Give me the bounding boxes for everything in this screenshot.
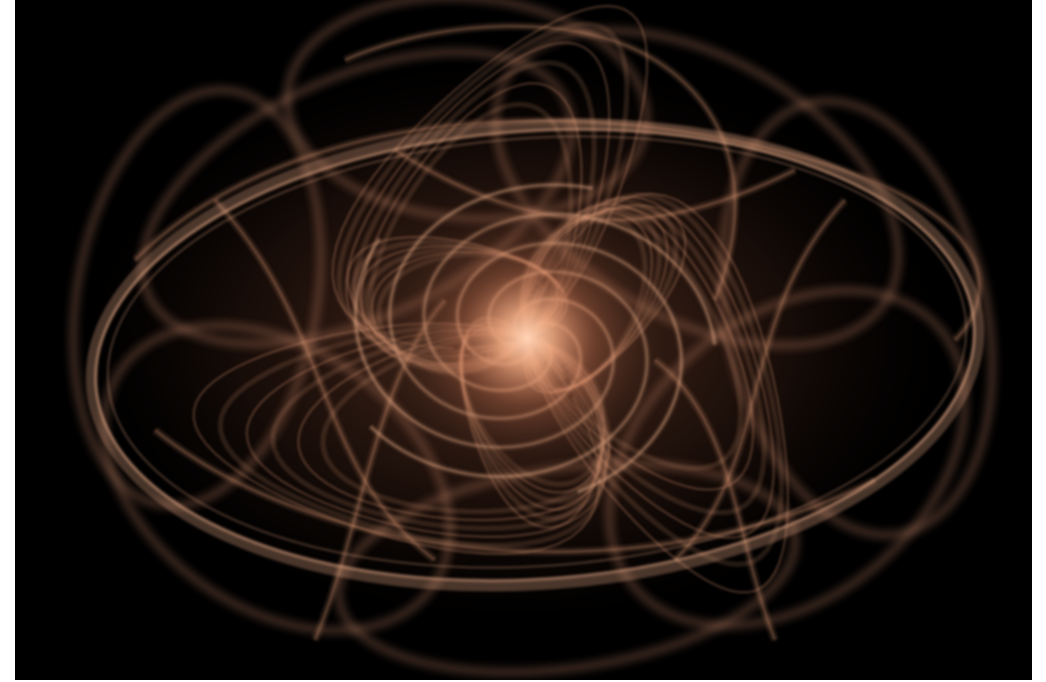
artwork-frame xyxy=(15,0,1032,680)
fractal-flame-artwork xyxy=(15,0,1032,680)
sweep-arc-7 xyxy=(674,199,846,561)
sweep-arc-2 xyxy=(154,429,876,553)
sweep-arc-5 xyxy=(654,359,776,641)
glowing-core xyxy=(377,188,677,488)
outer-loop-edge-4 xyxy=(608,289,966,627)
sweep-arc-3 xyxy=(344,25,736,301)
sweep-arc-6 xyxy=(214,199,436,561)
main-ellipse xyxy=(85,118,985,592)
outer-loop-edge-8 xyxy=(720,100,994,536)
outer-loop-edge-7 xyxy=(72,89,322,507)
